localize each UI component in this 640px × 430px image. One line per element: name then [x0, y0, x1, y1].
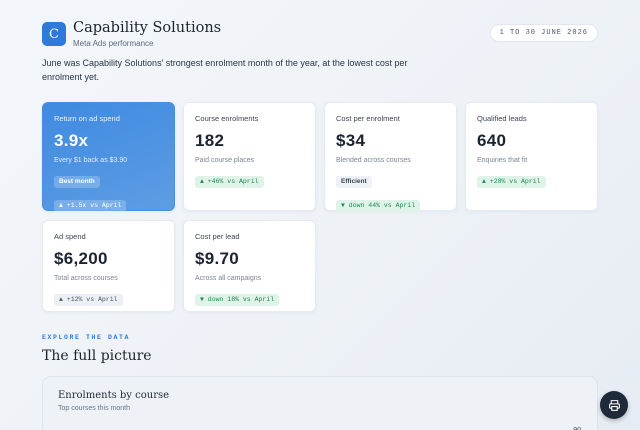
card-value: $6,200	[54, 249, 108, 268]
card-label: Course enrolments	[195, 114, 259, 123]
section-kicker: EXPLORE THE DATA	[42, 334, 131, 341]
card-label: Cost per enrolment	[336, 114, 400, 123]
card-label: Cost per lead	[195, 232, 240, 241]
brand-block: Capability Solutions Meta Ads performanc…	[73, 19, 221, 48]
status-badge: Best month	[54, 176, 100, 188]
change-badge: ▲ +46% vs April	[195, 176, 264, 188]
status-badge: Efficient	[336, 176, 372, 188]
card-note: Total across courses	[54, 275, 118, 282]
printer-icon	[608, 399, 620, 411]
card-value: 640	[477, 131, 507, 150]
kpi-card-roas: Return on ad spend 3.9x Every $1 back as…	[42, 102, 175, 212]
card-note: Every $1 back as $3.90	[54, 157, 128, 164]
kpi-card-cost-per-lead: Cost per lead $9.70 Across all campaigns…	[183, 220, 316, 312]
print-button[interactable]	[600, 391, 628, 419]
header: C Capability Solutions Meta Ads performa…	[42, 19, 221, 48]
card-note: Enquiries that fit	[477, 157, 528, 164]
change-badge: ▼ down 18% vs April	[195, 294, 280, 306]
brand-logo: C	[42, 22, 66, 46]
change-badge: ▲ +1.5x vs April	[54, 200, 127, 212]
kpi-card-enrolments: Course enrolments 182 Paid course places…	[183, 102, 316, 211]
card-label: Return on ad spend	[54, 114, 120, 123]
card-value: $9.70	[195, 249, 240, 268]
change-badge: ▲ +12% vs April	[54, 294, 123, 306]
change-badge: ▼ down 44% vs April	[336, 200, 421, 212]
section-title: The full picture	[42, 348, 152, 364]
card-note: Across all campaigns	[195, 275, 262, 282]
panel-corner-value: 90	[573, 427, 581, 430]
date-range-badge: 1 TO 30 JUNE 2026	[489, 24, 598, 42]
card-value: $34	[336, 131, 366, 150]
kpi-card-qualified-leads: Qualified leads 640 Enquiries that fit ▲…	[465, 102, 598, 211]
card-note: Blended across courses	[336, 157, 411, 164]
kpi-card-ad-spend: Ad spend $6,200 Total across courses ▲ +…	[42, 220, 175, 312]
brand-name: Capability Solutions	[73, 20, 222, 36]
card-label: Qualified leads	[477, 114, 527, 123]
brand-subtitle: Meta Ads performance	[73, 39, 154, 48]
kpi-card-cost-per-enrolment: Cost per enrolment $34 Blended across co…	[324, 102, 457, 212]
card-value: 3.9x	[54, 131, 89, 150]
card-value: 182	[195, 131, 225, 150]
panel-title: Enrolments by course	[58, 390, 170, 401]
panel-subtitle: Top courses this month	[58, 405, 130, 412]
summary-text: June was Capability Solutions' strongest…	[42, 58, 408, 82]
card-label: Ad spend	[54, 232, 86, 241]
change-badge: ▲ +28% vs April	[477, 176, 546, 188]
card-note: Paid course places	[195, 157, 255, 164]
enrolments-by-course-panel: Enrolments by course Top courses this mo…	[42, 376, 598, 430]
